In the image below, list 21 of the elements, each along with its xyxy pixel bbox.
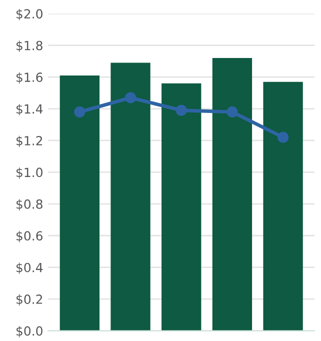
point — [74, 106, 86, 118]
point — [278, 132, 289, 143]
point — [226, 106, 238, 118]
y-tick-label: $1.2 — [16, 136, 42, 148]
y-tick-label: $0.2 — [16, 294, 42, 306]
bar — [162, 83, 202, 331]
y-tick-label: $1.0 — [16, 167, 42, 179]
y-tick-label: $0.6 — [16, 230, 42, 242]
y-tick-label: $0.4 — [16, 262, 43, 274]
bar — [212, 58, 252, 331]
bar — [60, 75, 100, 331]
point — [124, 92, 136, 104]
y-tick-label: $1.8 — [16, 40, 42, 52]
y-tick-label: $2.0 — [16, 8, 42, 20]
y-tick-label: $1.4 — [16, 104, 43, 116]
bar — [263, 82, 303, 331]
y-tick-label: $0.8 — [16, 199, 42, 211]
y-tick-label: $1.6 — [16, 72, 42, 84]
bar — [110, 62, 150, 331]
y-tick-label: $0.0 — [16, 326, 42, 338]
point — [176, 104, 187, 116]
